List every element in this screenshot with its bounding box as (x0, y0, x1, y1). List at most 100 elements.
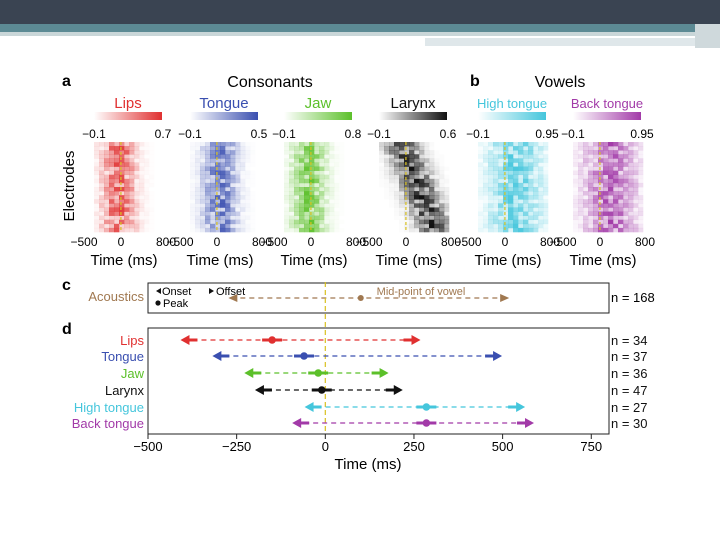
heatmap-cell (399, 166, 405, 171)
heatmap-cell (508, 215, 514, 221)
series-jaw (244, 368, 389, 378)
heatmap-cell (573, 174, 579, 180)
heatmap-cell (424, 162, 430, 167)
heatmap-cell (528, 162, 534, 167)
heatmap-cell (513, 166, 519, 171)
heatmap-cell (329, 146, 335, 151)
heatmap-cell (294, 182, 300, 188)
heatmap-cell (523, 203, 529, 208)
heatmap-cell (389, 228, 394, 232)
heatmap-cell (119, 215, 125, 221)
heatmap-cell (250, 171, 255, 175)
heatmap-cell (573, 162, 579, 167)
heatmap-cell (304, 166, 310, 171)
heatmap-cell (149, 187, 154, 191)
heatmap-cell (235, 154, 241, 159)
heatmap-cell (379, 187, 384, 191)
heatmap-cell (299, 215, 305, 221)
heatmap-title: Back tongue (571, 96, 643, 111)
heatmap-cell (109, 215, 115, 221)
heatmap-cell (284, 182, 290, 188)
heatmap-cell (235, 215, 241, 221)
heatmap-cell (309, 211, 315, 216)
heatmap-cell (379, 212, 384, 216)
heatmap-cell (339, 203, 344, 207)
heatmap-cell (618, 154, 624, 159)
heatmap-cell (488, 158, 494, 163)
heatmap-cell (613, 223, 619, 229)
heatmap-cell (319, 223, 325, 229)
panel-a-letter: a (62, 73, 71, 90)
heatmap-cell (200, 178, 206, 184)
heatmap-cell (225, 191, 231, 196)
onset-marker (180, 335, 190, 345)
heatmap-cell (144, 199, 150, 204)
heatmap-cell (109, 162, 115, 167)
heatmap-cell (319, 162, 325, 167)
heatmap-cell (240, 195, 246, 200)
heatmap-cell (190, 207, 196, 212)
heatmap-cell (334, 211, 340, 216)
heatmap-cell (389, 166, 395, 171)
series-n-jaw: n = 36 (611, 366, 648, 381)
heatmap-cell (104, 146, 110, 151)
heatmap-cell (583, 187, 589, 192)
heatmap-cell (299, 227, 305, 233)
heatmap-cell (513, 207, 519, 212)
heatmap-cell (419, 158, 425, 163)
heatmap-cell (235, 162, 241, 167)
heatmap-cell (119, 150, 125, 155)
heatmap-cell (608, 182, 614, 188)
heatmap-cell (149, 154, 154, 158)
heatmap-cell (334, 187, 340, 192)
heatmap-cell (613, 182, 619, 188)
heatmap-cell (528, 142, 534, 147)
heatmap-cell (523, 142, 529, 147)
heatmap-cell (149, 158, 154, 162)
heatmap-cell (255, 158, 260, 162)
heatmap-cell (493, 150, 499, 155)
heatmap-cell (284, 227, 290, 233)
heatmap-cell (493, 219, 499, 225)
heatmap-cell (628, 166, 634, 171)
heatmap-cell (284, 191, 290, 196)
heatmap-cell (488, 178, 494, 184)
heatmap-cell (144, 228, 149, 232)
heatmap-cell (478, 178, 484, 184)
heatmap-cell (623, 195, 629, 200)
heatmap-cell (573, 182, 579, 188)
timing-xlabel: Time (ms) (335, 456, 402, 473)
heatmap-cell (444, 142, 449, 146)
heatmap-cell (414, 142, 420, 147)
heatmap-cell (294, 211, 300, 216)
heatmap-cell (334, 203, 339, 207)
heatmap-cell (399, 170, 405, 176)
heatmap-cell (394, 216, 399, 220)
heatmap-cell (309, 178, 315, 184)
heatmap-cell (329, 158, 335, 163)
heatmap-cell (523, 215, 529, 221)
heatmap-cell (215, 203, 221, 208)
heatmap-cell (588, 219, 594, 225)
heatmap-cell (114, 158, 120, 163)
heatmap-cell (498, 162, 504, 167)
heatmap-cell (628, 162, 634, 167)
heatmap-cell (429, 178, 435, 184)
heatmap-cell (404, 158, 410, 163)
heatmap-cell (493, 146, 499, 151)
heatmap-cell (503, 154, 509, 159)
heatmap-xlabel: Time (ms) (281, 252, 348, 269)
heatmap-cell (389, 203, 394, 207)
heatmap-cell (379, 199, 384, 203)
heatmap-cell (598, 146, 604, 151)
heatmap-cell (129, 219, 135, 225)
series-n-lips: n = 34 (611, 333, 648, 348)
heatmap-cell (603, 191, 609, 196)
heatmap-cell (299, 154, 305, 159)
heatmap-cell (154, 158, 159, 162)
heatmap-cell (444, 191, 450, 196)
heatmap-cell (119, 219, 125, 225)
heatmap-cell (159, 212, 164, 216)
series-label-jaw: Jaw (121, 366, 145, 381)
heatmap-cell (578, 223, 584, 229)
